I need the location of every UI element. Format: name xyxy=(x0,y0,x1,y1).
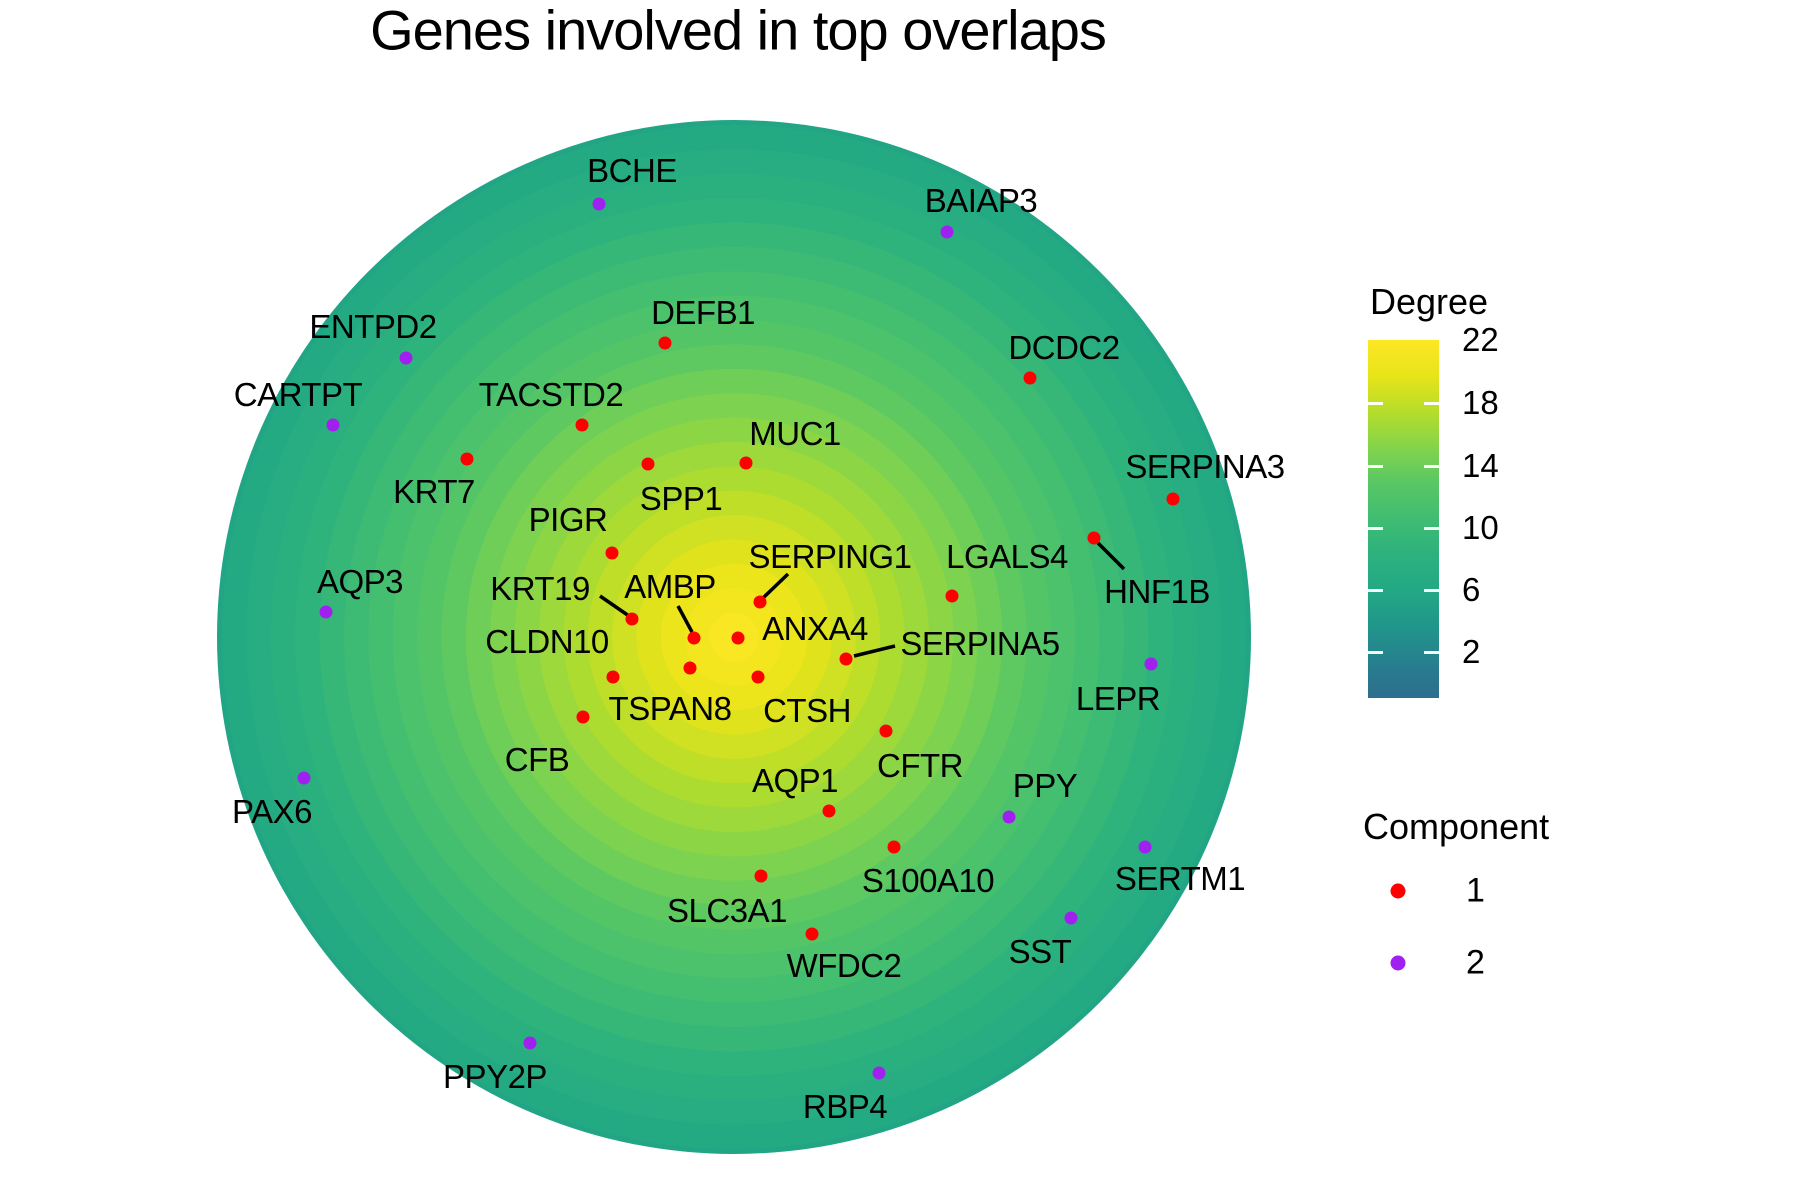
gene-node-dot-ambp xyxy=(687,631,701,645)
gene-node-dot-lgals4 xyxy=(945,589,959,603)
gene-node-dot-lepr xyxy=(1144,657,1158,671)
degree-tick-label: 2 xyxy=(1462,633,1481,670)
gene-node-dot-tacstd2 xyxy=(575,418,589,432)
gene-node-label-serping1: SERPING1 xyxy=(748,538,912,575)
gene-node-dot-cfb xyxy=(576,710,590,724)
degree-tick-label: 6 xyxy=(1462,571,1481,608)
gene-node-dot-cftr xyxy=(879,724,893,738)
gene-node-dot-defb1 xyxy=(658,336,672,350)
gene-node-dot-serping1 xyxy=(753,595,767,609)
gene-node-dot-rbp4 xyxy=(872,1066,886,1080)
degree-tick-mark xyxy=(1424,526,1439,530)
gene-node-dot-hnf1b xyxy=(1087,531,1101,545)
gene-node-label-wfdc2: WFDC2 xyxy=(786,947,902,984)
degree-tick-mark xyxy=(1424,588,1439,592)
component-legend-title: Component xyxy=(1363,806,1550,847)
gene-node-label-aqp1: AQP1 xyxy=(751,762,839,799)
gene-node-label-entpd2: ENTPD2 xyxy=(309,308,437,345)
degree-tick-mark xyxy=(1368,464,1383,468)
degree-tick-label: 10 xyxy=(1462,509,1499,546)
gene-node-label-tacstd2: TACSTD2 xyxy=(478,376,624,413)
degree-tick-mark xyxy=(1368,401,1383,405)
gene-node-dot-bche xyxy=(592,197,606,211)
gene-node-dot-sertm1 xyxy=(1138,840,1152,854)
degree-colorbar xyxy=(1368,340,1439,698)
gene-node-dot-serpina3 xyxy=(1166,492,1180,506)
gene-node-dot-serpina5 xyxy=(839,652,853,666)
gene-node-dot-anxa4 xyxy=(731,631,745,645)
gene-node-label-bche: BCHE xyxy=(587,152,677,189)
degree-tick-label: 14 xyxy=(1462,447,1499,484)
gene-node-label-cftr: CFTR xyxy=(877,747,963,784)
degree-legend-title: Degree xyxy=(1370,281,1489,322)
gene-node-dot-dcdc2 xyxy=(1023,371,1037,385)
gene-node-dot-entpd2 xyxy=(399,351,413,365)
gene-node-label-krt7: KRT7 xyxy=(393,473,475,510)
chart-title: Genes involved in top overlaps xyxy=(370,0,1107,62)
component-1-legend-dot xyxy=(1390,883,1406,899)
component-1-legend-label: 1 xyxy=(1466,871,1485,910)
gene-node-label-baiap3: BAIAP3 xyxy=(924,182,1038,219)
gene-node-label-ppy: PPY xyxy=(1012,767,1078,804)
gene-node-dot-krt7 xyxy=(460,452,474,466)
gene-node-label-sst: SST xyxy=(1008,933,1072,970)
gene-node-dot-s100a10 xyxy=(887,840,901,854)
gene-node-label-krt19: KRT19 xyxy=(490,570,590,607)
gene-node-label-spp1: SPP1 xyxy=(639,480,723,517)
gene-node-label-pigr: PIGR xyxy=(528,501,608,538)
degree-tick-mark xyxy=(1424,650,1439,654)
gene-node-dot-cldn10 xyxy=(606,670,620,684)
degree-tick-mark xyxy=(1368,526,1383,530)
gene-node-dot-spp1 xyxy=(641,457,655,471)
gene-node-label-dcdc2: DCDC2 xyxy=(1008,329,1120,366)
degree-tick-label: 22 xyxy=(1462,321,1499,358)
gene-node-label-serpina3: SERPINA3 xyxy=(1125,448,1285,485)
degree-tick-mark xyxy=(1424,401,1439,405)
component-2-legend-dot xyxy=(1390,955,1406,971)
gene-node-label-ambp: AMBP xyxy=(624,568,716,605)
gene-node-dot-ctsh xyxy=(751,670,765,684)
gene-node-dot-aqp1 xyxy=(822,804,836,818)
gene-node-dot-slc3a1 xyxy=(754,869,768,883)
gene-node-label-cfb: CFB xyxy=(504,741,570,778)
gene-node-dot-krt19 xyxy=(625,612,639,626)
gene-node-dot-baiap3 xyxy=(940,225,954,239)
gene-node-dot-wfdc2 xyxy=(805,927,819,941)
gene-node-dot-ppy xyxy=(1002,810,1016,824)
degree-tick-mark xyxy=(1368,650,1383,654)
gene-node-label-cldn10: CLDN10 xyxy=(485,623,609,660)
gene-node-label-s100a10: S100A10 xyxy=(861,862,995,899)
component-2-legend-label: 2 xyxy=(1466,943,1485,982)
gene-node-label-slc3a1: SLC3A1 xyxy=(667,892,787,929)
gene-node-dot-pax6 xyxy=(297,771,311,785)
degree-tick-mark xyxy=(1368,588,1383,592)
gene-node-dot-muc1 xyxy=(739,456,753,470)
degree-tick-mark xyxy=(1424,464,1439,468)
gene-node-label-ppy2p: PPY2P xyxy=(443,1058,547,1095)
gene-node-label-pax6: PAX6 xyxy=(232,793,312,830)
gene-node-label-serpina5: SERPINA5 xyxy=(900,625,1060,662)
degree-tick-label: 18 xyxy=(1462,384,1499,421)
gene-node-label-anxa4: ANXA4 xyxy=(762,610,868,647)
gene-node-label-hnf1b: HNF1B xyxy=(1104,573,1210,610)
gene-node-label-cartpt: CARTPT xyxy=(233,376,363,413)
gene-node-label-rbp4: RBP4 xyxy=(802,1088,888,1125)
gene-node-label-sertm1: SERTM1 xyxy=(1114,860,1246,897)
gene-node-label-defb1: DEFB1 xyxy=(651,294,755,331)
gene-node-label-ctsh: CTSH xyxy=(763,692,851,729)
gene-node-dot-pigr xyxy=(605,546,619,560)
gene-node-dot-cartpt xyxy=(326,418,340,432)
gene-node-label-lepr: LEPR xyxy=(1075,680,1161,717)
gene-node-label-lgals4: LGALS4 xyxy=(946,538,1068,575)
gene-node-label-aqp3: AQP3 xyxy=(316,563,404,600)
gene-node-dot-ppy2p xyxy=(523,1036,537,1050)
gene-node-label-tspan8: TSPAN8 xyxy=(608,690,732,727)
gene-node-dot-aqp3 xyxy=(319,605,333,619)
gene-node-dot-sst xyxy=(1064,911,1078,925)
gene-node-label-muc1: MUC1 xyxy=(749,415,841,452)
gene-node-dot-tspan8 xyxy=(683,661,697,675)
